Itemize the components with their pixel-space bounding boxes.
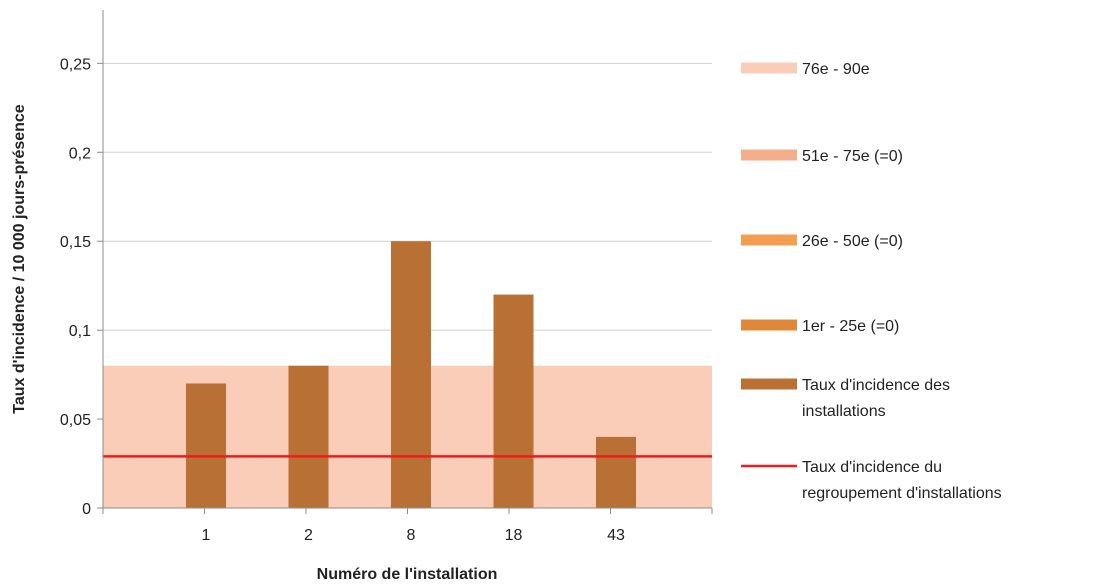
bar [288,365,329,508]
x-tick-label: 1 [202,527,211,544]
legend-label: installations [802,403,886,420]
x-tick-labels: 1 2 8 18 43 [102,508,713,544]
bar [493,294,534,508]
legend-swatch [741,234,797,246]
x-axis-title: Numéro de l'installation [317,566,498,583]
x-tick-label: 43 [607,527,625,544]
y-tick-label: 0,05 [60,412,91,429]
legend: 76e - 90e 51e - 75e (=0) 26e - 50e (=0) 1er… [741,61,1002,502]
bar [391,241,431,508]
y-tick-label: 0,15 [60,234,91,251]
legend-label: regroupement d'installations [802,485,1002,502]
y-tick-labels: 0 0,05 0,1 0,15 0,2 0,25 [60,56,103,518]
x-tick-label: 18 [505,527,523,544]
legend-label: 51e - 75e (=0) [802,148,903,165]
legend-swatch [741,378,797,390]
bars [186,241,636,508]
legend-swatch [741,149,797,161]
x-tick-label: 2 [304,527,313,544]
legend-label: 76e - 90e [802,61,870,78]
bar [596,436,636,508]
y-tick-label: 0,1 [69,323,91,340]
legend-label: Taux d'incidence du [802,459,942,476]
y-tick-label: 0 [82,501,91,518]
y-tick-label: 0,25 [60,56,91,73]
legend-label: 1er - 25e (=0) [802,318,899,335]
legend-swatch [741,62,797,74]
legend-label: Taux d'incidence des [802,377,950,394]
legend-label: 26e - 50e (=0) [802,233,903,250]
y-tick-label: 0,2 [69,145,91,162]
legend-swatch [741,319,797,331]
x-tick-label: 8 [407,527,416,544]
bar [186,383,226,508]
y-axis-title: Taux d'incidence / 10 000 jours-présence [11,104,28,414]
